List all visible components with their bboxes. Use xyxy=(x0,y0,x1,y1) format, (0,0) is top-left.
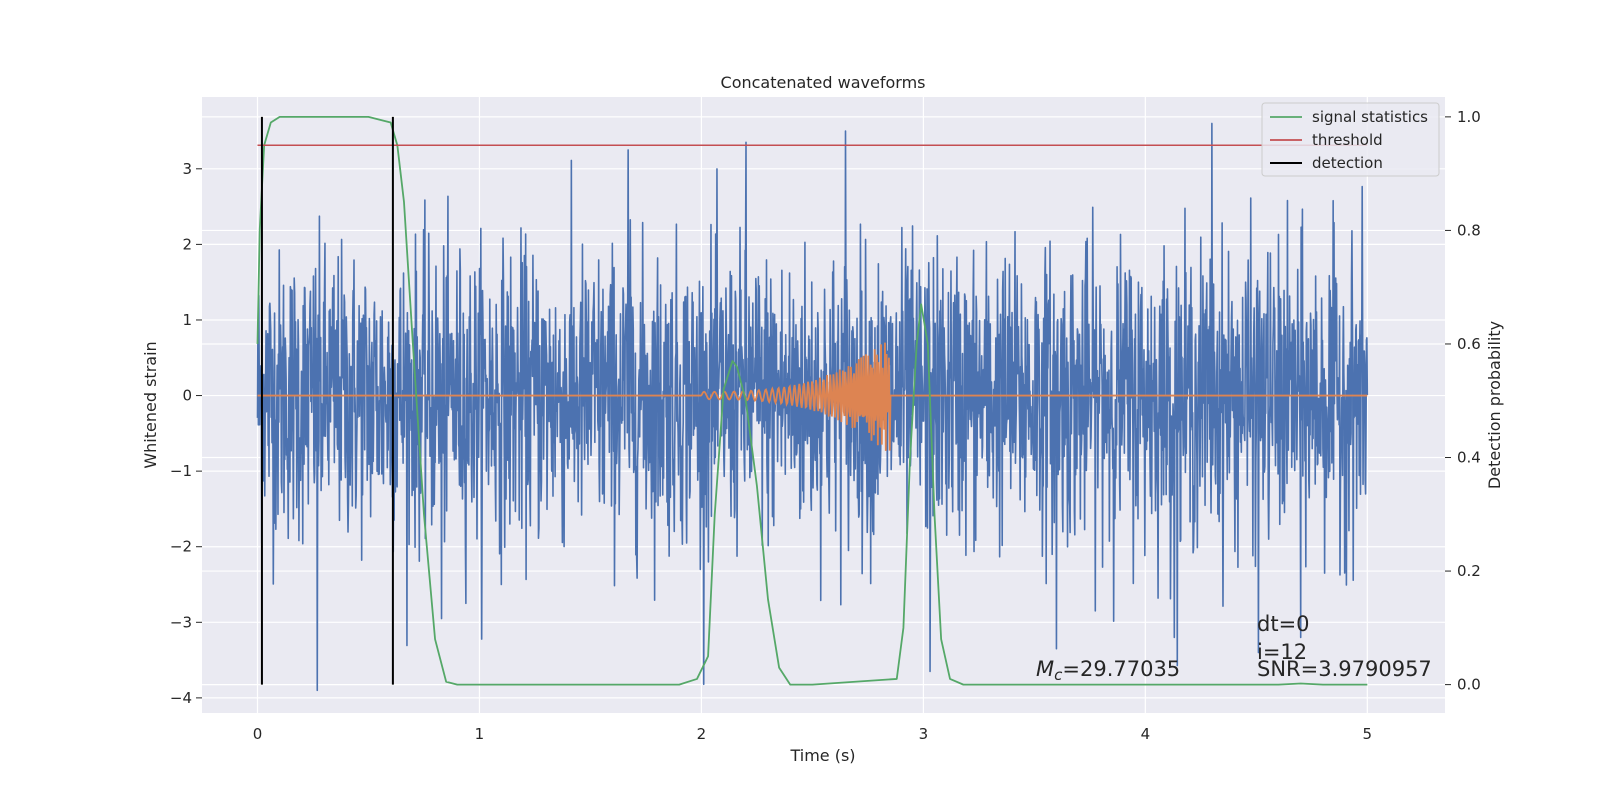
annotation-mc-subscript: c xyxy=(1054,666,1063,684)
y-left-tick-label: 2 xyxy=(182,235,192,253)
legend-box xyxy=(1261,102,1440,177)
y-right-tick-label: 0.4 xyxy=(1457,449,1481,467)
annotation-snr: SNR=3.9790957 xyxy=(1257,657,1432,681)
legend-detection: detection xyxy=(1312,154,1383,172)
x-tick-label: 1 xyxy=(475,725,485,743)
legend: signal statistics threshold detection xyxy=(1261,102,1440,177)
x-tick-label: 5 xyxy=(1363,725,1373,743)
y-axis-right-label: Detection probability xyxy=(1485,321,1504,489)
annotation-dt: dt=0 xyxy=(1257,612,1310,636)
signal-statistics-line xyxy=(256,115,1368,686)
y-right-tick-label: 0.2 xyxy=(1457,562,1481,580)
x-tick-label: 0 xyxy=(253,725,263,743)
series-layer xyxy=(256,115,1369,692)
y-left-tick-label: 1 xyxy=(182,311,192,329)
template-line xyxy=(257,342,1368,451)
axes: 0 1 2 3 4 5 −4 −3 −2 −1 0 1 2 3 0.0 0.2 0.4 0.6 0.8 1.0 xyxy=(170,108,1481,743)
y-right-tick-label: 0.8 xyxy=(1457,221,1481,239)
legend-threshold: threshold xyxy=(1312,131,1383,149)
x-axis-label: Time (s) xyxy=(789,746,855,765)
chart-title: Concatenated waveforms xyxy=(721,73,926,92)
y-right-tick-label: 1.0 xyxy=(1457,108,1481,126)
x-tick-label: 4 xyxy=(1141,725,1151,743)
y-left-tick-label: 0 xyxy=(182,387,192,405)
annotation-mc: Mc=29.77035 xyxy=(1036,657,1180,684)
y-right-tick-label: 0.0 xyxy=(1457,676,1481,694)
y-left-tick-label: 3 xyxy=(182,160,192,178)
legend-signal-statistics: signal statistics xyxy=(1312,108,1428,126)
x-tick-label: 2 xyxy=(697,725,707,743)
annotation-mc-symbol: M xyxy=(1036,657,1054,681)
annotation-mc-value: =29.77035 xyxy=(1062,657,1180,681)
y-axis-left-label: Whitened strain xyxy=(141,341,160,468)
strain-line xyxy=(256,122,1369,692)
y-left-tick-label: −3 xyxy=(170,613,192,631)
annotation-i: i=12 xyxy=(1257,640,1307,664)
y-right-tick-label: 0.6 xyxy=(1457,335,1481,353)
y-left-tick-label: −2 xyxy=(170,538,192,556)
x-tick-label: 3 xyxy=(919,725,929,743)
y-left-tick-label: −1 xyxy=(170,462,192,480)
y-left-tick-label: −4 xyxy=(170,689,192,707)
